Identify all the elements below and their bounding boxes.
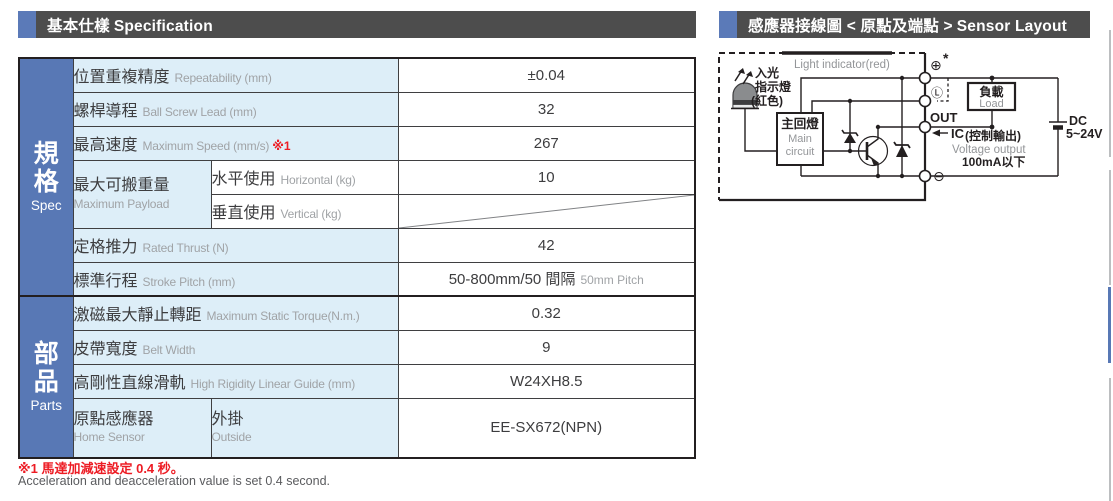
spec-header-title: 基本仕樣 Specification [47,14,213,36]
led-indicator-icon [731,68,759,110]
dc-supply-icon [1049,121,1067,130]
table-row: 最大可搬重量 Maximum Payload 水平使用 Horizontal (kg… [19,159,696,229]
zener-diode-icon [893,141,911,157]
home-sensor-mount-label: 外掛 Outside [210,397,399,459]
static-torque-label: 激磁最大靜止轉距 Maximum Static Torque(N.m.) [72,295,399,331]
home-sensor-label: 原點感應器 Home Sensor [72,397,212,459]
section-spec: 規格 Spec [18,57,74,297]
l-terminal-dashed-link [937,78,949,102]
section-parts-en: Parts [30,398,62,413]
terminal-plus-label: ⊕ [930,57,942,73]
section-spec-en: Spec [30,198,62,213]
main-circuit-zh: 主回燈 [781,116,819,131]
terminal-out-label: OUT [930,110,958,125]
repeatability-label: 位置重複精度 Repeatability (mm) [72,57,399,93]
junction-dots [847,75,995,179]
table-row: 最高速度 Maximum Speed (mm/s) ※1 267 [19,125,696,161]
spec-header-zh: 基本仕樣 [47,17,110,35]
ic-arrow [932,129,948,137]
sensor-wiring-diagram: 入光 指示燈 (紅色) Light indicator(red) 主回燈 Mai… [718,50,1103,202]
table-row: 原點感應器 Home Sensor 外掛 Outside EE-SX672(NPN) [19,397,696,459]
sensor-header-title: 感應器接線圖 < 原點及端點 > Sensor Layout [748,14,1067,36]
payload-vertical-label: 垂直使用 Vertical (kg) [210,193,399,229]
main-circuit-box: 主回燈 Main circuit [776,112,824,166]
ic-label: IC [951,126,965,141]
zener-diode-icon [841,129,859,143]
asterisk-mark: * [943,50,949,66]
static-torque-value: 0.32 [397,295,696,331]
ball-screw-lead-label: 螺桿導程 Ball Screw Lead (mm) [72,91,399,127]
spec-table: 規格 Spec 位置重複精度 Repeatability (mm) ±0.04 螺… [18,57,697,459]
table-row: 部品 Parts 激磁最大靜止轉距 Maximum Static Torque(N… [18,295,696,459]
light-indicator-label-en: Light indicator(red) [794,59,890,71]
footnote-ref: ※1 [272,139,291,153]
belt-width-label: 皮帶寬度 Belt Width [72,329,399,365]
terminal-l-label: Ⓛ [931,86,943,100]
repeatability-value: ±0.04 [397,57,696,93]
control-output-label: (控制輸出) [965,128,1021,143]
stroke-pitch-label: 標準行程 Stroke Pitch (mm) [72,261,399,297]
footnote-en: Acceleration and deacceleration value is… [18,474,330,488]
footnote-red: ※1 馬達加減速設定 0.4 秒。 [18,461,184,476]
rated-thrust-value: 42 [397,227,696,263]
sensor-header-zh: 感應器接線圖 < 原點及端點 > [748,17,953,35]
section-spec-zh: 規格 [33,140,59,196]
page-edge-line [1109,378,1111,501]
home-sensor-value: EE-SX672(NPN) [397,397,696,459]
max-speed-label: 最高速度 Maximum Speed (mm/s) ※1 [72,125,399,161]
table-row: 標準行程 Stroke Pitch (mm) 50-800mm/50 間隔 50mm… [19,261,696,297]
linear-guide-label: 高剛性直線滑軌 High Rigidity Linear Guide (mm) [72,363,399,399]
indicator-label-zh: 指示燈 [755,79,792,94]
max-payload-label: 最大可搬重量 Maximum Payload [72,159,212,229]
current-max-label: 100mA以下 [962,155,1025,169]
spec-section-header: 基本仕樣 Specification [18,11,696,38]
wires [744,77,1059,177]
light-in-label-zh: 入光 [755,65,779,80]
load-box: 負載 Load [966,81,1017,112]
rated-thrust-label: 定格推力 Rated Thrust (N) [72,227,399,263]
main-circuit-en1: Main [788,133,812,145]
indicator-red-label-zh: (紅色) [751,93,783,108]
table-row: 皮帶寬度 Belt Width 9 [19,329,696,365]
terminal-circles [918,71,932,183]
dc-range-label: 5~24V [1066,127,1103,141]
ball-screw-lead-value: 32 [397,91,696,127]
transistor-icon [857,127,889,176]
header-accent-square [18,11,36,38]
linear-guide-value: W24XH8.5 [397,363,696,399]
table-row: 垂直使用 Vertical (kg) [19,193,696,229]
terminal-minus-label: ⊖ [933,168,945,184]
payload-horizontal-label: 水平使用 Horizontal (kg) [210,159,399,195]
page-edge-line [1109,170,1111,285]
main-circuit-en2: circuit [786,146,815,158]
payload-horizontal-value: 10 [397,159,696,195]
voltage-output-label: Voltage output [952,144,1026,156]
stroke-pitch-value: 50-800mm/50 間隔 50mm Pitch [397,261,696,297]
section-parts-zh: 部品 [33,340,59,396]
page-edge-tab [1108,287,1111,363]
section-parts: 部品 Parts [18,295,74,459]
spec-header-en: Specification [113,17,213,35]
belt-width-value: 9 [397,329,696,365]
header-accent-square [719,11,737,38]
light-ray-arrows [734,68,753,85]
table-row: 螺桿導程 Ball Screw Lead (mm) 32 [19,91,696,127]
table-row: 定格推力 Rated Thrust (N) 42 [19,227,696,263]
payload-vertical-value [397,193,696,229]
table-row: 規格 Spec 位置重複精度 Repeatability (mm) ±0.04 [18,57,696,297]
na-diagonal [399,195,695,227]
load-label-en: Load [979,98,1003,110]
dc-label: DC [1069,114,1087,128]
load-label-zh: 負載 [979,84,1003,99]
max-speed-value: 267 [397,125,696,161]
table-row: 高剛性直線滑軌 High Rigidity Linear Guide (mm) W… [19,363,696,399]
sensor-header-en: Sensor Layout [956,17,1067,35]
sensor-section-header: 感應器接線圖 < 原點及端點 > Sensor Layout [719,11,1090,38]
page-edge-line [1109,30,1111,157]
